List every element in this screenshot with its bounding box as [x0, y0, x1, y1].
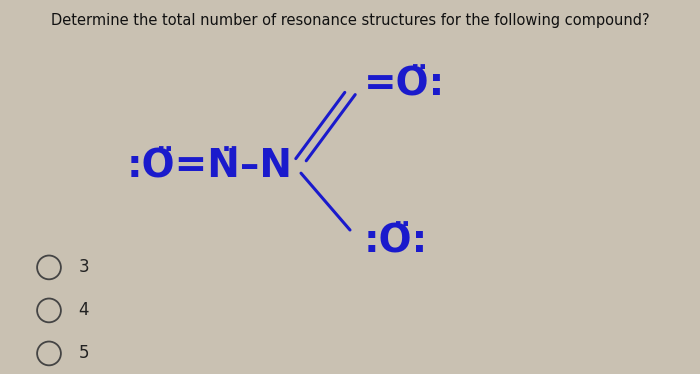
Text: Determine the total number of resonance structures for the following compound?: Determine the total number of resonance …: [50, 13, 650, 28]
Text: 5: 5: [78, 344, 89, 362]
Text: :Ö=N̈–N: :Ö=N̈–N: [127, 147, 293, 186]
Text: :Ö:: :Ö:: [364, 222, 428, 260]
Text: 4: 4: [78, 301, 89, 319]
Text: =Ö:: =Ö:: [364, 65, 445, 103]
Text: 3: 3: [78, 258, 89, 276]
